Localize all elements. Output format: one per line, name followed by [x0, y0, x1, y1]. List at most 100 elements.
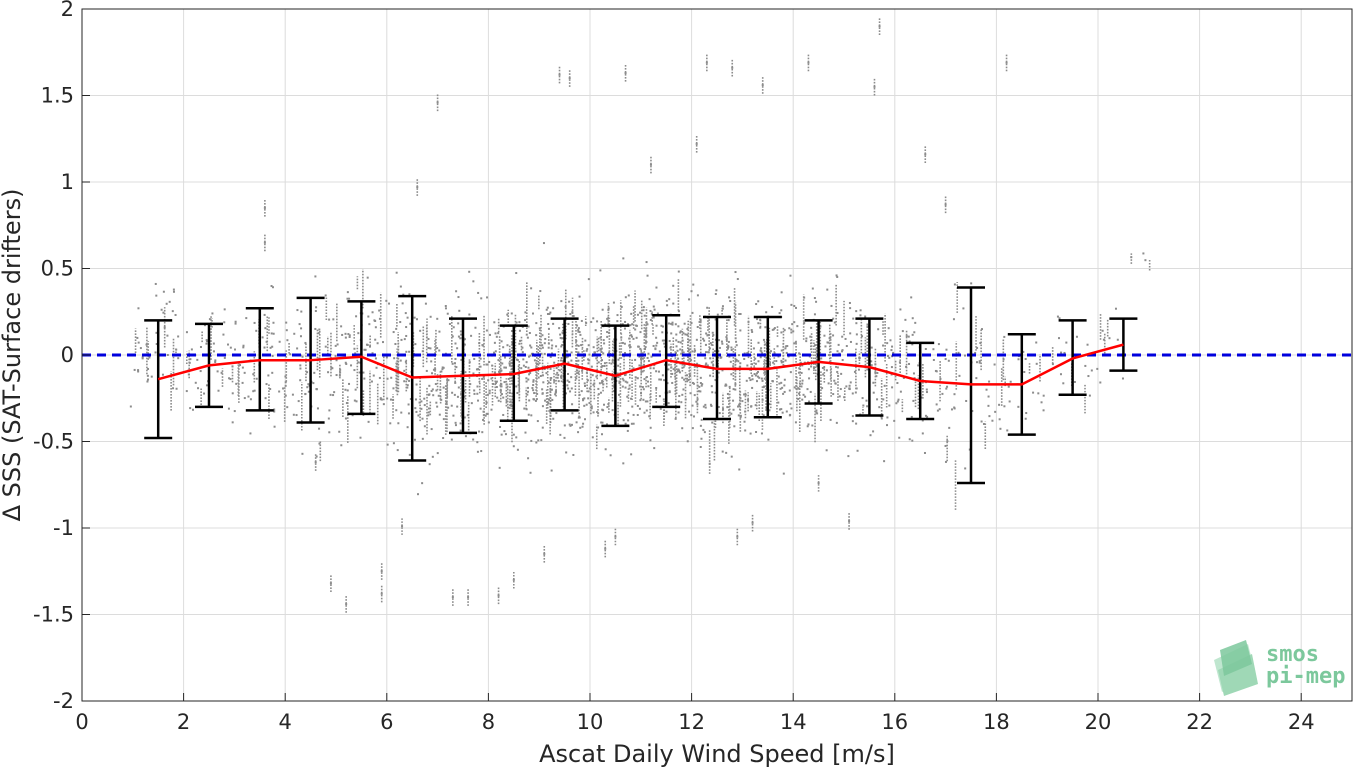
scatter-point: [810, 326, 813, 329]
scatter-point: [764, 326, 767, 329]
scatter-point: [609, 454, 612, 457]
scatter-point: [386, 443, 389, 446]
scatter-point: [509, 403, 512, 406]
scatter-point: [249, 398, 252, 401]
scatter-point: [1142, 252, 1145, 255]
scatter-point: [706, 334, 709, 337]
scatter-point: [678, 371, 681, 374]
scatter-point: [734, 388, 737, 391]
scatter-point: [333, 391, 336, 394]
scatter-point: [866, 405, 869, 408]
scatter-point: [315, 388, 318, 391]
scatter-point: [944, 460, 947, 463]
scatter-point: [428, 407, 431, 410]
scatter-point: [710, 404, 713, 407]
scatter-point: [621, 377, 624, 380]
scatter-point: [704, 406, 707, 409]
scatter-point: [857, 368, 860, 371]
scatter-point: [849, 340, 852, 343]
scatter-point: [557, 380, 560, 383]
scatter-point: [733, 425, 736, 428]
scatter-point: [674, 417, 677, 420]
scatter-point: [642, 363, 645, 366]
scatter-point: [147, 378, 150, 381]
scatter-point: [515, 385, 518, 388]
scatter-point: [682, 332, 685, 335]
scatter-point: [875, 375, 878, 378]
scatter-point: [510, 330, 513, 333]
scatter-point: [404, 312, 407, 315]
scatter-point: [744, 429, 747, 432]
scatter-point: [438, 349, 441, 352]
scatter-point: [374, 326, 377, 329]
scatter-point: [726, 406, 729, 409]
scatter-point: [780, 408, 783, 411]
scatter-point: [446, 378, 449, 381]
scatter-point: [454, 421, 457, 424]
scatter-point: [705, 332, 708, 335]
scatter-point: [751, 378, 754, 381]
scatter-point: [794, 341, 797, 344]
scatter-point: [681, 349, 684, 352]
scatter-point: [561, 331, 564, 334]
scatter-point: [724, 383, 727, 386]
scatter-point: [485, 329, 488, 332]
scatter-point: [194, 381, 197, 384]
scatter-point: [541, 374, 544, 377]
scatter-point: [712, 364, 715, 367]
scatter-point: [877, 328, 880, 331]
scatter-point: [588, 387, 591, 390]
scatter-point: [568, 77, 571, 80]
scatter-point: [332, 394, 335, 397]
scatter-point: [667, 363, 670, 366]
scatter-point: [452, 326, 455, 329]
scatter-point: [270, 332, 273, 335]
scatter-point: [392, 387, 395, 390]
scatter-point: [649, 439, 652, 442]
scatter-point: [655, 336, 658, 339]
scatter-point: [639, 347, 642, 350]
scatter-point: [780, 381, 783, 384]
scatter-point: [348, 382, 351, 385]
logo-line2: pi-mep: [1266, 664, 1345, 689]
scatter-point: [628, 344, 631, 347]
scatter-point: [404, 360, 407, 363]
scatter-point: [756, 372, 759, 375]
scatter-point: [203, 324, 206, 327]
scatter-point: [430, 428, 433, 431]
scatter-point: [645, 321, 648, 324]
scatter-point: [439, 388, 442, 391]
scatter-point: [508, 362, 511, 365]
scatter-point: [472, 372, 475, 375]
scatter-point: [530, 287, 533, 290]
scatter-point: [585, 349, 588, 352]
scatter-point: [646, 380, 649, 383]
scatter-point: [754, 357, 757, 360]
scatter-point: [804, 395, 807, 398]
scatter-point: [717, 371, 720, 374]
scatter-point: [339, 368, 342, 371]
scatter-point: [821, 366, 824, 369]
scatter-point: [255, 377, 258, 380]
scatter-point: [624, 72, 627, 75]
scatter-point: [911, 343, 914, 346]
scatter-point: [357, 332, 360, 335]
scatter-point: [623, 327, 626, 330]
scatter-point: [551, 352, 554, 355]
scatter-point: [486, 393, 489, 396]
scatter-point: [541, 405, 544, 408]
scatter-point: [482, 339, 485, 342]
scatter-point: [768, 409, 771, 412]
scatter-point: [743, 420, 746, 423]
scatter-point: [1024, 358, 1027, 361]
scatter-point: [695, 338, 698, 341]
scatter-point: [550, 469, 553, 472]
logo-mark-icon: [1214, 640, 1258, 696]
scatter-point: [727, 340, 730, 343]
scatter-point: [402, 293, 405, 296]
scatter-point: [335, 374, 338, 377]
scatter-point: [239, 364, 242, 367]
scatter-point: [936, 409, 939, 412]
scatter-point: [883, 384, 886, 387]
scatter-point: [612, 390, 615, 393]
